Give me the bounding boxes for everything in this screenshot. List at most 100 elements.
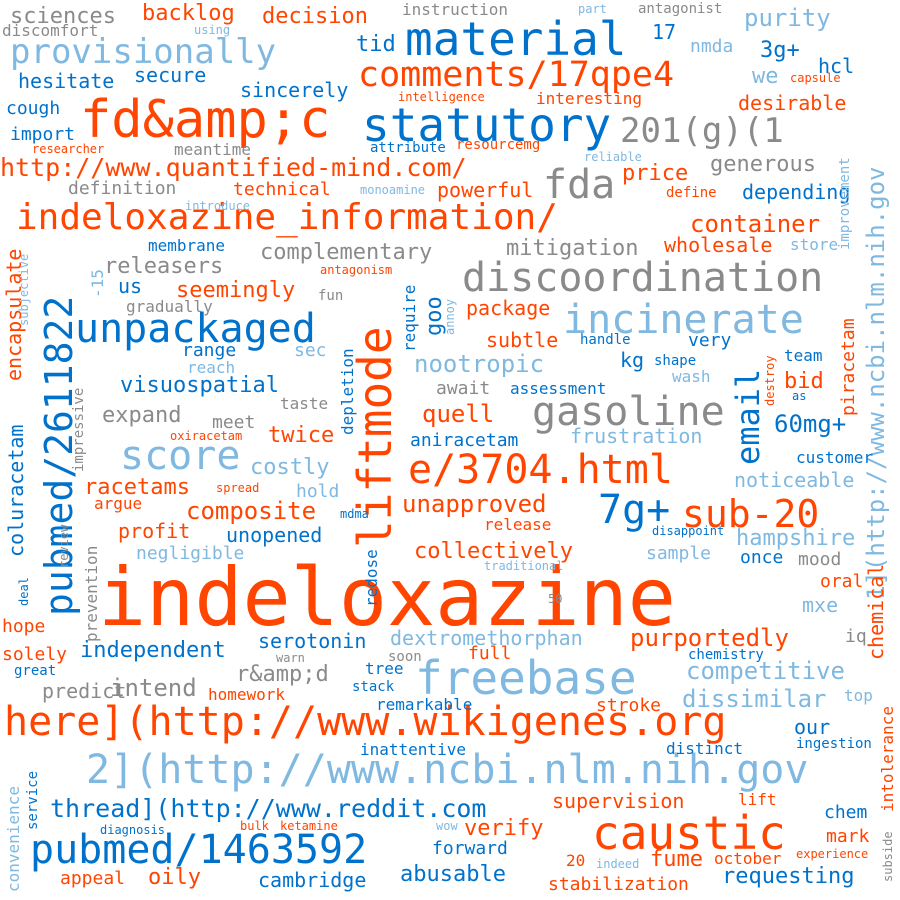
word-very: very [688, 330, 732, 351]
word-us: us [118, 274, 143, 298]
word-wholesale: wholesale [664, 233, 773, 257]
word-meantime: meantime [174, 140, 252, 159]
word-collectively: collectively [414, 539, 573, 564]
word-stack: stack [352, 679, 395, 695]
word-sub20: sub-20 [682, 492, 820, 536]
word-chem: chem [824, 802, 868, 823]
word-researcher: researcher [32, 142, 105, 156]
word-supervision: supervision [552, 789, 685, 813]
word-n50: 50 [548, 592, 563, 606]
word-dissimilar: dissimilar [682, 685, 827, 713]
word-technical: technical [233, 179, 331, 200]
word-decision: decision [262, 4, 368, 29]
word-wow: wow [436, 819, 458, 833]
word-ramp: r&amp;d [236, 662, 329, 687]
word-thread: thread](http://www.reddit.com [50, 794, 487, 823]
word-twice: twice [268, 423, 335, 448]
word-part: part [578, 2, 607, 16]
word-depletion: depletion [338, 348, 357, 435]
word-seemingly: seemingly [176, 278, 296, 303]
word-intend: intend [110, 674, 197, 702]
word-handle: handle [580, 332, 631, 348]
word-introduce: introduce [185, 199, 251, 213]
word-caustic: caustic [592, 806, 786, 860]
word-interesting: interesting [536, 89, 642, 108]
word-destroy: destroy [763, 355, 777, 406]
word-secure: secure [134, 63, 207, 87]
word-resourcemg: resourcemg [456, 137, 541, 153]
word-herewiki: here](http://www.wikigenes.org [4, 699, 727, 745]
word-convenience: convenience [4, 786, 23, 892]
word-piracetam: piracetam [838, 318, 859, 416]
word-ketamine: ketamine [280, 819, 338, 833]
word-chemistry: chemistry [688, 647, 764, 663]
word-fdamp: fd&amp;c [80, 90, 331, 150]
word-incinerate: incinerate [563, 297, 804, 343]
word-abusable: abusable [400, 862, 506, 887]
word-lift: lift [738, 790, 777, 809]
word-ncbi1: 1](http://www.ncbi.nlm.nih.gov [862, 166, 890, 600]
word-disappoint: disappoint [652, 524, 725, 538]
word-team: team [784, 346, 823, 365]
word-soon: soon [388, 649, 422, 665]
word-once: once [740, 547, 784, 568]
word-cough: cough [6, 98, 61, 119]
word-as: as [792, 389, 807, 403]
word-oral: oral [820, 571, 864, 592]
word-meet: meet [212, 412, 256, 433]
word-aniracetam: aniracetam [410, 430, 519, 451]
word-chemical: chemical [864, 563, 888, 660]
word-tid: tid [356, 32, 396, 57]
word-membrane: membrane [148, 236, 226, 255]
word-hesitate: hesitate [18, 69, 115, 93]
word-subside: subside [881, 831, 895, 882]
word-customer: customer [796, 448, 874, 467]
word-independent: independent [80, 638, 226, 663]
word-unopened: unopened [226, 523, 323, 547]
word-comments: comments/17qpe4 [358, 55, 675, 95]
word-expand: expand [102, 403, 182, 428]
word-info: indeloxazine_information/ [16, 197, 558, 238]
word-review: review [57, 524, 71, 568]
word-taste: taste [280, 394, 329, 413]
word-quantified: http://www.quantified-mind.com/ [0, 153, 467, 182]
word-visuospatial: visuospatial [120, 373, 279, 398]
word-pubmed14: pubmed/1463592 [30, 827, 368, 873]
word-verify: verify [464, 816, 544, 841]
word-hcl: hcl [818, 54, 855, 78]
word-range: range [182, 340, 237, 361]
word-deal: deal [17, 577, 31, 606]
word-depending: depending [742, 180, 851, 204]
word-e3704: e/3704.html [408, 447, 673, 493]
word-ncbi2: 2](http://www.ncbi.nlm.nih.gov [86, 747, 809, 793]
word-7g: 7g+ [598, 487, 671, 533]
word-mitigation: mitigation [506, 236, 639, 261]
word-mark: mark [826, 826, 870, 847]
word-composite: composite [186, 497, 317, 525]
word-instruction: instruction [402, 0, 508, 19]
word-ingestion: ingestion [796, 736, 872, 752]
word-sec: sec [294, 340, 327, 361]
word-stroke: stroke [596, 695, 662, 716]
word-nmda: nmda [690, 36, 734, 57]
word-201g: 201(g)(1 [620, 111, 784, 151]
word-forward: forward [432, 838, 508, 859]
word-await: await [436, 378, 491, 399]
word-predict: predict [42, 679, 127, 703]
word-coluracetam: coluracetam [4, 424, 28, 557]
word-oxiracetam: oxiracetam [170, 429, 243, 443]
word-distinct: distinct [666, 739, 744, 758]
word-purity: purity [744, 4, 831, 32]
word-our: our [794, 715, 831, 739]
word-provisionally: provisionally [10, 32, 277, 72]
word-full: full [468, 643, 512, 664]
word-sincerely: sincerely [240, 78, 349, 102]
word-require: require [400, 284, 419, 352]
word-bulk: bulk [240, 819, 269, 833]
word-60mg: 60mg+ [774, 410, 847, 438]
word-indeed: indeed [596, 857, 640, 871]
word-appeal: appeal [60, 868, 126, 889]
word-negligible: negligible [136, 543, 245, 564]
word-service: service [25, 770, 41, 830]
word-homework: homework [208, 685, 286, 704]
